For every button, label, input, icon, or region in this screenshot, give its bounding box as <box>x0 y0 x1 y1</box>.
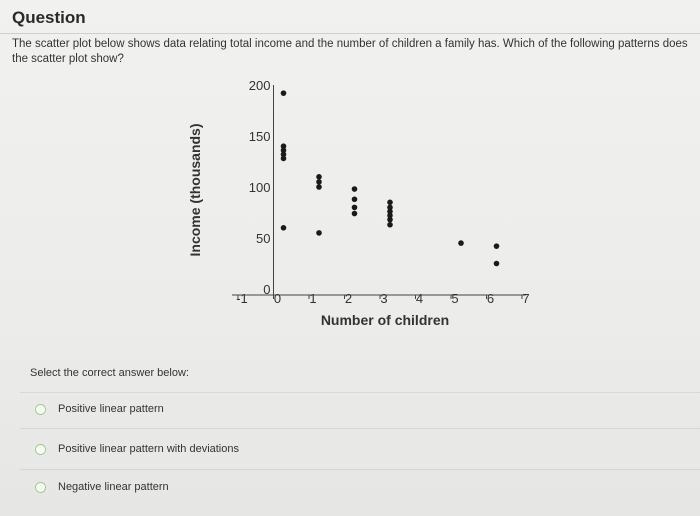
y-tick-label: 200 <box>249 78 271 93</box>
divider <box>20 392 700 393</box>
answer-option-label: Positive linear pattern <box>58 403 164 415</box>
data-point <box>351 196 358 203</box>
y-tick-label: 150 <box>249 129 271 144</box>
data-point <box>316 230 322 236</box>
data-point <box>387 216 393 223</box>
data-point <box>351 210 358 217</box>
x-tick-label: -1 <box>236 291 248 306</box>
x-tick-label: 3 <box>380 291 387 306</box>
answer-option-label: Negative linear pattern <box>58 481 169 493</box>
x-tick-label: 5 <box>451 291 458 306</box>
x-tick-label: 2 <box>345 291 352 306</box>
data-point <box>387 208 393 215</box>
y-tick-label: 100 <box>249 180 271 195</box>
data-point <box>387 204 393 211</box>
data-point <box>493 260 500 267</box>
radio-button[interactable] <box>35 403 46 415</box>
data-point <box>280 151 287 158</box>
x-tick-label: 7 <box>522 291 529 306</box>
answer-option-2[interactable]: Positive linear pattern with deviations <box>35 443 239 455</box>
question-heading: Question <box>12 8 86 27</box>
x-tick-label: 4 <box>416 291 423 306</box>
data-points <box>280 90 500 267</box>
answer-option-1[interactable]: Positive linear pattern <box>35 403 164 415</box>
radio-button[interactable] <box>35 443 46 455</box>
question-text: The scatter plot below shows data relati… <box>12 38 688 65</box>
data-point <box>387 221 393 228</box>
data-point <box>493 243 500 249</box>
data-point <box>316 184 322 190</box>
data-point <box>351 204 358 211</box>
data-point <box>280 143 287 149</box>
plot-axes <box>232 85 526 296</box>
data-point <box>458 240 464 246</box>
answer-option-label: Positive linear pattern with deviations <box>58 443 239 455</box>
data-point <box>351 186 358 192</box>
y-tick-labels: 0 50 100 150 200 <box>249 78 271 297</box>
divider <box>20 469 700 470</box>
y-tick-label: 0 <box>263 282 270 297</box>
x-axis-label: Number of children <box>321 312 449 328</box>
data-point <box>280 155 287 162</box>
data-point <box>280 225 287 231</box>
data-point <box>387 199 393 206</box>
y-tick-label: 50 <box>256 231 270 246</box>
y-axis-label: Income (thousands) <box>187 123 203 256</box>
data-point <box>280 147 287 154</box>
divider <box>20 428 700 429</box>
scatter-plot: 0 50 100 150 200 -1 0 1 2 3 4 5 6 7 Number of childr… <box>187 78 530 328</box>
x-tick-label: 0 <box>274 291 281 306</box>
data-point <box>280 90 287 96</box>
data-point <box>387 212 393 219</box>
radio-button[interactable] <box>35 481 46 493</box>
data-point <box>316 179 322 185</box>
answer-prompt: Select the correct answer below: <box>30 367 189 379</box>
x-tick-label: 1 <box>309 291 316 306</box>
x-tick-label: 6 <box>487 291 494 306</box>
heading-divider <box>0 33 700 34</box>
answer-option-3[interactable]: Negative linear pattern <box>35 481 169 493</box>
x-tick-labels: -1 0 1 2 3 4 5 6 7 <box>236 291 529 306</box>
data-point <box>316 174 322 180</box>
